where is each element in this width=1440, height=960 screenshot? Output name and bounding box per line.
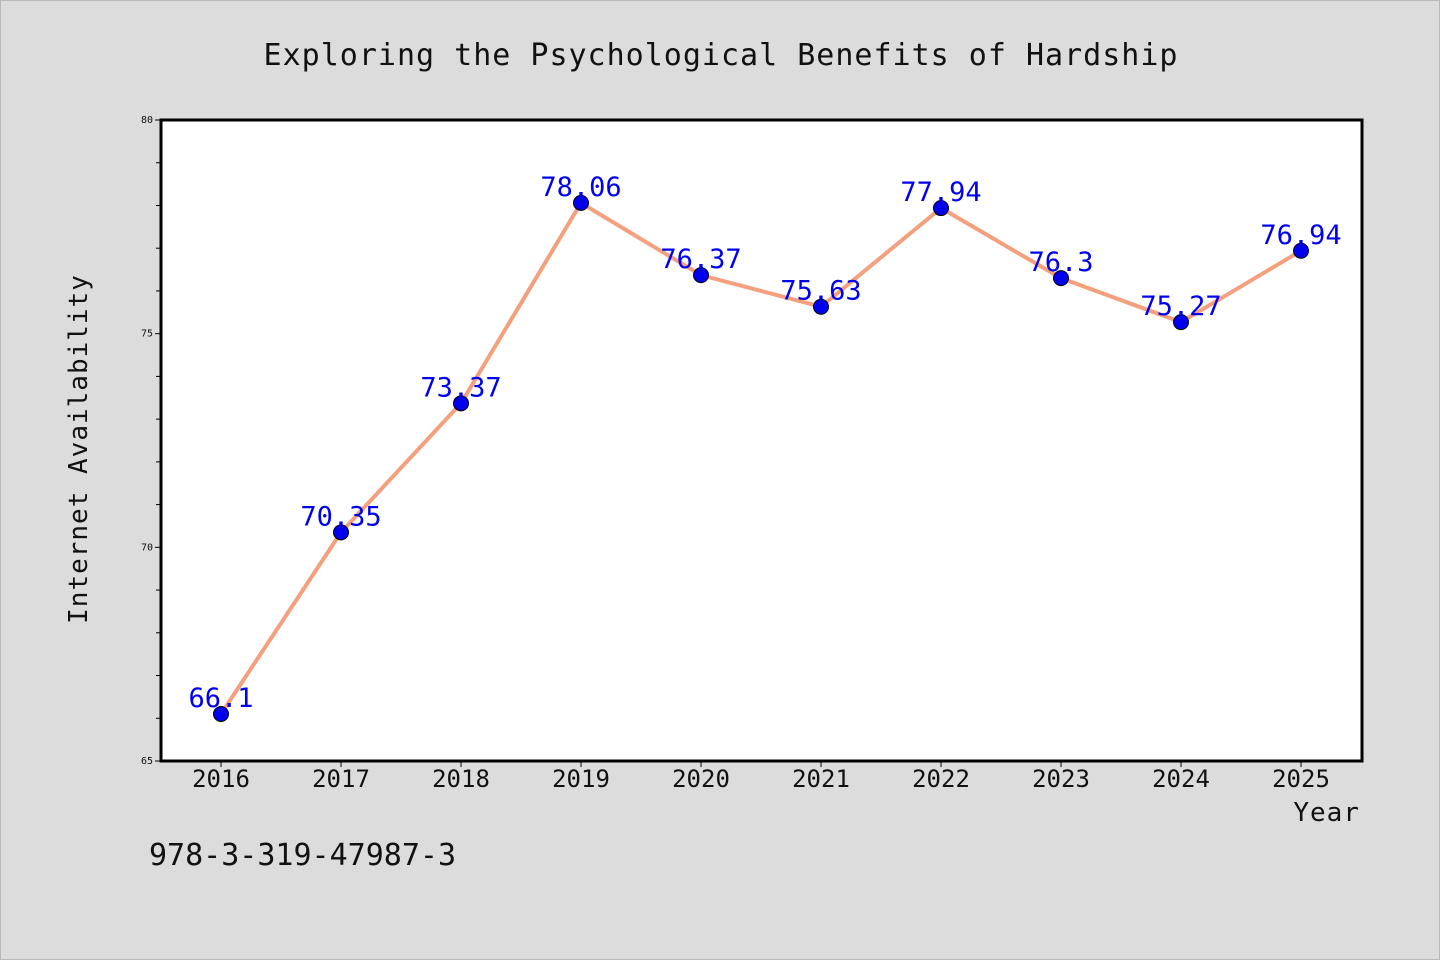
series-layer <box>219 200 1303 716</box>
data-point <box>333 524 349 541</box>
data-label: 66.1 <box>188 683 253 714</box>
data-label: 70.35 <box>300 501 381 532</box>
data-point <box>1293 242 1309 259</box>
data-label: 75.63 <box>780 276 861 307</box>
chart-title: Exploring the Psychological Benefits of … <box>264 38 1179 73</box>
y-axis-label: Internet Availability <box>64 274 94 624</box>
y-tick-label: 65 <box>141 756 153 767</box>
data-label: 75.27 <box>1140 291 1221 322</box>
x-tick-label: 2017 <box>312 765 370 793</box>
x-tick-label: 2019 <box>552 765 610 793</box>
data-label: 73.37 <box>420 372 501 403</box>
data-label: 76.94 <box>1260 220 1341 251</box>
data-label: 77.94 <box>900 177 981 208</box>
x-axis-ticks <box>220 761 1302 767</box>
x-tick-label: 2021 <box>792 765 850 793</box>
series-line <box>219 200 1303 716</box>
data-point <box>693 267 709 284</box>
x-axis-tick-labels: 2016 2017 2018 2019 2020 2021 2022 2023 2024 2025 <box>192 765 1330 793</box>
y-tick-label: 70 <box>141 542 153 553</box>
x-tick-label: 2020 <box>672 765 730 793</box>
x-tick-label: 2022 <box>912 765 970 793</box>
data-point <box>1173 314 1189 331</box>
y-axis-tick-labels: 65 70 75 80 <box>141 115 153 767</box>
x-tick-label: 2024 <box>1152 765 1210 793</box>
data-label: 76.37 <box>660 244 741 275</box>
data-point <box>1053 270 1069 287</box>
isbn-annotation: 978-3-319-47987-3 <box>149 838 456 873</box>
x-tick-label: 2018 <box>432 765 490 793</box>
x-tick-label: 2025 <box>1272 765 1330 793</box>
data-point <box>573 194 589 211</box>
data-point <box>453 395 469 412</box>
y-tick-label: 80 <box>141 115 153 126</box>
data-label-layer: 66.1 70.35 73.37 78.06 76.37 75.63 77.94 76.3 75… <box>188 172 1341 714</box>
data-point <box>213 705 229 722</box>
marker-layer <box>213 194 1309 722</box>
x-tick-label: 2016 <box>192 765 250 793</box>
data-label: 76.3 <box>1028 247 1093 278</box>
data-point <box>813 298 829 315</box>
y-tick-label: 75 <box>141 329 153 340</box>
data-label: 78.06 <box>540 172 621 203</box>
data-point <box>933 200 949 217</box>
x-tick-label: 2023 <box>1032 765 1090 793</box>
plot-area <box>159 118 1364 763</box>
y-axis-ticks <box>155 119 161 762</box>
x-axis-label: Year <box>1293 798 1360 828</box>
